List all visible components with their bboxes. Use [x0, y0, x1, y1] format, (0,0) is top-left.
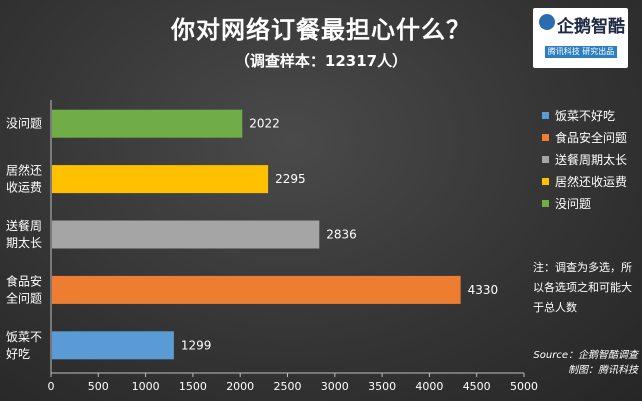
category-label: 好吃 — [6, 347, 30, 361]
brand-logo: 企鹅智酷 腾讯科技 研究出品 — [533, 8, 628, 68]
x-tick-label: 3500 — [368, 380, 396, 393]
legend-swatch — [542, 199, 549, 207]
data-label: 2022 — [249, 117, 280, 131]
data-label: 1299 — [181, 338, 212, 352]
legend-label: 没问题 — [555, 196, 592, 211]
x-tick-label: 2500 — [274, 380, 302, 393]
legend-swatch — [542, 133, 549, 141]
x-tick-label: 3000 — [321, 380, 349, 393]
legend-swatch — [542, 155, 549, 163]
bar — [52, 220, 320, 249]
legend-label: 居然还收运费 — [555, 174, 628, 189]
legend-label: 送餐周期太长 — [555, 152, 628, 167]
bar — [52, 165, 269, 194]
data-label: 2295 — [275, 172, 306, 186]
category-label: 居然还 — [6, 163, 42, 178]
x-tick-label: 4500 — [463, 380, 491, 393]
bar — [52, 331, 174, 360]
data-label: 2836 — [326, 228, 357, 242]
legend-item: 送餐周期太长 — [542, 148, 627, 170]
category-label: 送餐周 — [6, 218, 42, 233]
category-label: 食品安 — [6, 273, 42, 288]
chart-legend: 饭菜不好吃食品安全问题 送餐周期太长 居然还收运费 没问题 — [542, 104, 627, 214]
survey-note: 注：调查为多选，所以各选项之和可能大于总人数 — [533, 261, 632, 314]
category-label: 收运费 — [6, 181, 42, 195]
data-label: 4330 — [468, 283, 499, 297]
x-tick-label: 1000 — [132, 380, 160, 393]
legend-item: 食品安全问题 — [542, 126, 627, 148]
credit-line: 制图：腾讯科技 — [568, 365, 638, 376]
legend-item: 饭菜不好吃 — [542, 104, 627, 126]
bar — [52, 109, 243, 138]
x-tick-label: 4000 — [415, 380, 443, 393]
source-line: Source：企鹅智酷调查 — [533, 350, 638, 361]
category-label: 饭菜不 — [6, 330, 42, 344]
chart-title: 你对网络订餐最担心什么？ — [171, 16, 471, 44]
logo-name: 企鹅智酷 — [557, 17, 625, 37]
category-label: 期太长 — [6, 235, 42, 250]
category-label: 没问题 — [6, 116, 42, 131]
category-label: 全问题 — [6, 290, 42, 305]
x-tick-label: 2000 — [226, 380, 254, 393]
legend-label: 饭菜不好吃 — [555, 108, 616, 123]
legend-item: 没问题 — [542, 192, 627, 214]
legend-label: 食品安全问题 — [555, 130, 628, 145]
chart-subtitle: （调查样本：12317人） — [234, 52, 408, 70]
x-tick-label: 5000 — [510, 380, 538, 393]
legend-item: 居然还收运费 — [542, 170, 627, 192]
x-tick-label: 500 — [88, 380, 109, 393]
source-credit: Source：企鹅智酷调查 制图：腾讯科技 — [520, 348, 638, 378]
legend-swatch — [542, 177, 549, 185]
legend-swatch — [542, 111, 549, 119]
bar — [52, 275, 461, 304]
x-tick-label: 1500 — [179, 380, 207, 393]
x-tick-label: 0 — [48, 380, 55, 393]
penguin-icon — [539, 14, 555, 30]
logo-subtitle: 腾讯科技 研究出品 — [545, 46, 617, 58]
